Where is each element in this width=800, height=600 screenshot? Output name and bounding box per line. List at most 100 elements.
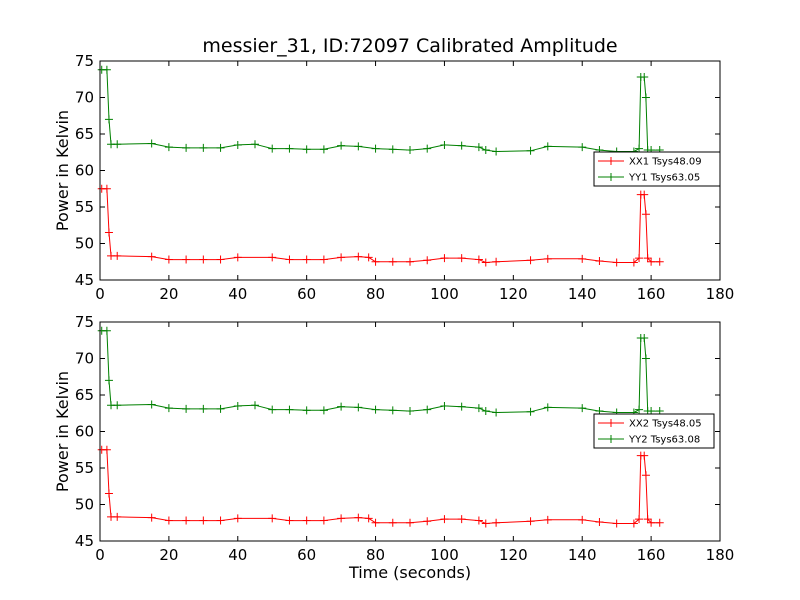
data-point <box>182 404 191 413</box>
data-point <box>492 257 501 266</box>
data-point <box>164 516 173 525</box>
x-tick-label: 180 <box>706 546 735 564</box>
data-point <box>481 146 490 155</box>
data-point <box>104 376 113 385</box>
data-point <box>147 400 156 409</box>
legend-label: XX2 Tsys48.05 <box>629 419 702 430</box>
data-point <box>526 407 535 416</box>
x-tick-label: 0 <box>95 285 105 303</box>
data-point <box>647 257 656 266</box>
data-point <box>233 140 242 149</box>
y-tick-label: 50 <box>75 235 94 253</box>
y-axis-label: Power in Kelvin <box>53 110 72 231</box>
data-point <box>423 256 432 265</box>
data-point <box>629 258 638 267</box>
data-point <box>216 404 225 413</box>
data-point <box>388 406 397 415</box>
legend-label: XX1 Tsys48.09 <box>629 157 702 168</box>
data-point <box>481 407 490 416</box>
data-point <box>285 516 294 525</box>
data-point <box>302 406 311 415</box>
legend-label: YY1 Tsys63.05 <box>628 173 700 184</box>
legend-marker <box>607 419 615 427</box>
data-point <box>233 253 242 262</box>
x-tick-label: 160 <box>637 285 666 303</box>
data-point <box>354 142 363 151</box>
data-point <box>655 518 664 527</box>
data-point <box>364 253 373 262</box>
data-point <box>302 255 311 264</box>
data-point <box>543 142 552 151</box>
x-tick-label: 180 <box>706 285 735 303</box>
data-point <box>233 401 242 410</box>
data-point <box>635 254 644 263</box>
y-tick-label: 75 <box>75 313 94 331</box>
data-point <box>216 255 225 264</box>
y-tick-label: 50 <box>75 496 94 514</box>
data-point <box>406 146 414 155</box>
x-tick-label: 120 <box>499 546 528 564</box>
data-point <box>481 519 490 528</box>
data-point <box>182 143 191 152</box>
data-point <box>492 518 501 527</box>
data-point <box>423 144 432 153</box>
data-point <box>612 258 621 267</box>
top-panel: 0 20 40 60 80 100 120 140 160 180 45 50 55 60 65 70 75 Po… <box>53 52 734 303</box>
data-point <box>251 140 259 149</box>
data-point <box>233 514 242 523</box>
data-point <box>302 145 311 154</box>
data-point <box>102 184 111 193</box>
data-point <box>440 254 449 263</box>
data-point <box>543 515 552 524</box>
series-line-2-2 <box>101 330 660 414</box>
data-point <box>543 403 552 412</box>
data-point <box>578 404 587 413</box>
data-point <box>647 518 656 527</box>
y-tick-label: 65 <box>75 125 94 143</box>
data-point <box>526 146 535 155</box>
x-tick-label: 40 <box>228 546 247 564</box>
data-point <box>474 143 483 152</box>
series-line-1-2 <box>101 69 660 153</box>
data-point <box>113 140 122 149</box>
x-tick-label: 140 <box>568 546 597 564</box>
x-tick-label: 20 <box>159 546 178 564</box>
data-point <box>147 139 156 148</box>
data-point <box>457 402 466 411</box>
x-tick-label: 60 <box>297 546 316 564</box>
data-point <box>182 255 191 264</box>
data-point <box>371 144 380 153</box>
data-point <box>268 253 277 262</box>
data-point <box>640 451 649 460</box>
data-point <box>199 143 208 152</box>
data-point <box>354 252 363 261</box>
data-point <box>251 401 259 410</box>
legend-marker <box>607 157 615 165</box>
data-point <box>406 518 414 527</box>
data-point <box>268 514 277 523</box>
y-tick-label: 70 <box>75 350 94 368</box>
data-point <box>492 408 501 417</box>
data-point <box>164 404 173 413</box>
data-point <box>354 403 363 412</box>
data-point <box>457 515 466 524</box>
data-point <box>641 210 650 219</box>
legend-box <box>593 151 721 187</box>
x-tick-label: 20 <box>159 285 178 303</box>
data-point <box>285 144 294 153</box>
data-point <box>543 254 552 263</box>
x-tick-label: 160 <box>637 546 666 564</box>
data-point <box>147 252 156 261</box>
data-point <box>319 406 328 415</box>
data-point <box>492 147 501 156</box>
y-tick-label: 45 <box>75 532 94 550</box>
legend-marker <box>607 173 615 181</box>
data-point <box>364 514 373 523</box>
data-point <box>595 257 604 266</box>
data-point <box>337 514 346 523</box>
data-point <box>457 254 466 263</box>
data-point <box>199 516 208 525</box>
data-point <box>474 255 483 264</box>
data-point <box>474 404 483 413</box>
data-point <box>423 517 432 526</box>
